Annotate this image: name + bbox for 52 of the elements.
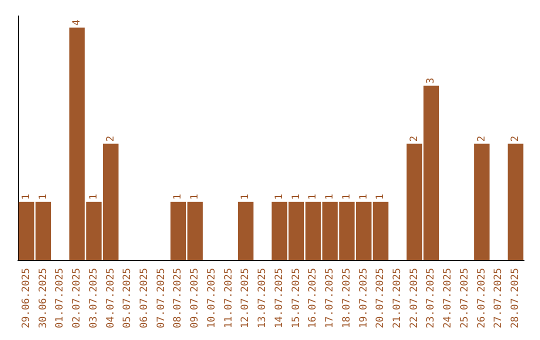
x-tick-label: 06.07.2025 [139, 268, 150, 328]
x-tick-label: 01.07.2025 [54, 268, 66, 328]
x-tick-label: 19.07.2025 [358, 268, 370, 328]
x-tick-label: 07.07.2025 [156, 268, 167, 328]
x-tick-label: 20.07.2025 [375, 268, 386, 328]
x-tick-label: 09.07.2025 [190, 268, 201, 328]
bar [474, 144, 490, 260]
x-tick-label: 08.07.2025 [172, 268, 184, 328]
data-label: 3 [426, 78, 437, 84]
x-tick-label: 18.07.2025 [341, 268, 352, 328]
x-tick-label: 24.07.2025 [442, 268, 454, 328]
x-tick-label: 29.06.2025 [20, 268, 32, 328]
data-label: 4 [72, 20, 83, 26]
x-tick-label: 14.07.2025 [274, 268, 285, 328]
data-label: 1 [341, 194, 352, 200]
x-tick-label: 10.07.2025 [206, 268, 218, 328]
data-label: 1 [358, 194, 370, 200]
x-tick-label: 21.07.2025 [392, 268, 403, 328]
data-label: 1 [324, 194, 336, 200]
x-tick-label: 16.07.2025 [308, 268, 319, 328]
data-label: 1 [240, 194, 252, 200]
data-label: 1 [38, 194, 49, 200]
data-label: 1 [20, 194, 32, 200]
bar [508, 144, 524, 260]
x-tick-label: 15.07.2025 [290, 268, 302, 328]
x-tick-label: 26.07.2025 [476, 268, 488, 328]
data-label: 1 [274, 194, 285, 200]
x-tick-label: 25.07.2025 [459, 268, 470, 328]
x-tick-label: 22.07.2025 [408, 268, 420, 328]
x-tick-label: 23.07.2025 [426, 268, 437, 328]
data-label: 2 [105, 136, 116, 142]
data-label: 2 [476, 136, 488, 142]
x-tick-label: 13.07.2025 [257, 268, 268, 328]
bar [238, 202, 254, 260]
x-tick-label: 03.07.2025 [88, 268, 100, 328]
data-label: 1 [375, 194, 386, 200]
data-label: 1 [190, 194, 201, 200]
x-tick-label: 30.06.2025 [38, 268, 49, 328]
x-tick-label: 04.07.2025 [105, 268, 116, 328]
data-label: 2 [510, 136, 522, 142]
x-tick-label: 11.07.2025 [223, 268, 234, 328]
x-tick-label: 27.07.2025 [493, 268, 504, 328]
data-label: 1 [308, 194, 319, 200]
x-tick-label: 28.07.2025 [510, 268, 522, 328]
data-label: 1 [172, 194, 184, 200]
data-label: 1 [88, 194, 100, 200]
data-label: 2 [408, 136, 420, 142]
x-tick-label: 05.07.2025 [122, 268, 134, 328]
data-label: 1 [290, 194, 302, 200]
x-tick-label: 17.07.2025 [324, 268, 336, 328]
x-tick-label: 02.07.2025 [72, 268, 83, 328]
x-tick-label: 12.07.2025 [240, 268, 252, 328]
